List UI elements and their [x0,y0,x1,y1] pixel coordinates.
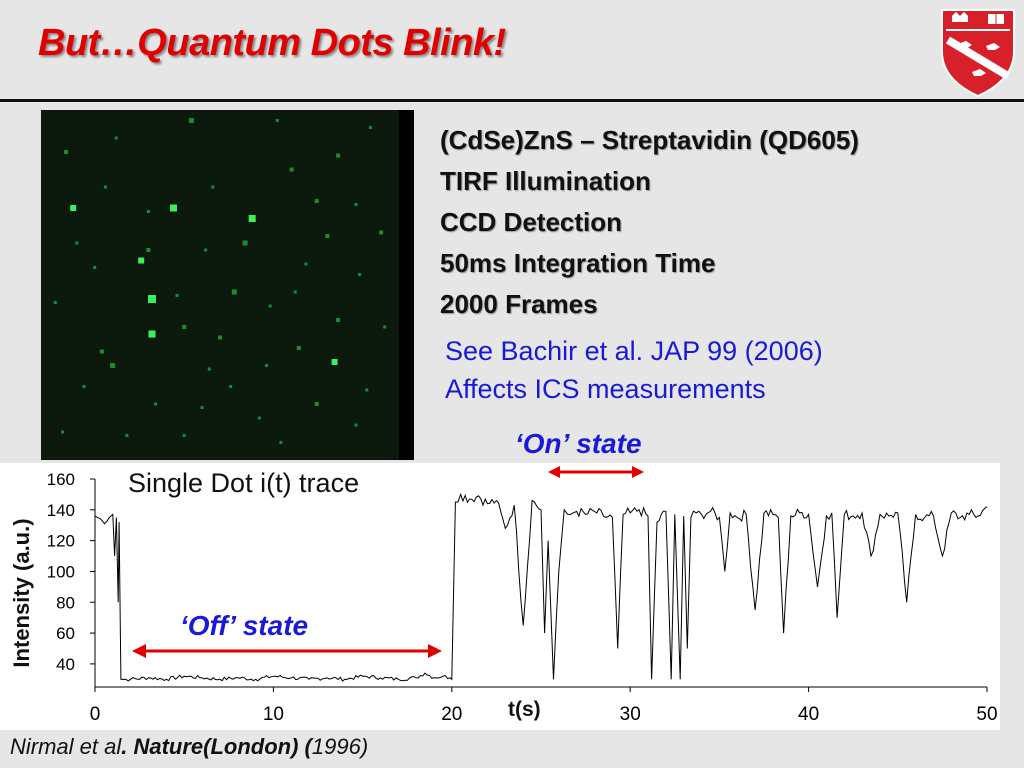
quantum-dot-spot [304,262,308,266]
on-state-arrow [548,466,644,478]
y-tick-label: 160 [47,470,75,489]
quantum-dot-spot [114,136,118,140]
quantum-dot-spot [75,241,79,245]
quantum-dot-spot [93,266,97,269]
on-state-label: ‘On’ state [515,428,642,459]
quantum-dot-spot [293,290,297,294]
quantum-dot-spot [296,346,301,350]
quantum-dot-spot [379,230,384,235]
quantum-dot-spot [64,150,69,154]
quantum-dot-spots [53,118,387,444]
quantum-dot-spot [218,335,222,340]
reference-line: See Bachir et al. JAP 99 (2006) [445,336,823,366]
y-tick-label: 120 [47,532,75,551]
x-tick-label: 40 [798,704,819,725]
quantum-dot-spot [53,301,57,304]
y-axis-label: Intensity (a.u.) [9,518,34,668]
citation-journal: . Nature(London) ( [121,734,312,759]
quantum-dot-spot [279,441,283,444]
quantum-dot-spot [103,185,107,189]
citation: Nirmal et al. Nature(London) (1996) [10,734,368,760]
experiment-details: (CdSe)ZnS – Streptavidin (QD605) TIRF Il… [440,120,859,325]
reference-line: Affects ICS measurements [445,374,766,404]
quantum-dot-spot [265,364,268,367]
quantum-dot-spot [275,119,279,122]
quantum-dot-spot [182,434,186,437]
detail-line: 2000 Frames [440,289,598,319]
quantum-dot-spot [257,416,261,420]
university-crest-logo [941,9,1015,98]
detail-line: (CdSe)ZnS – Streptavidin (QD605) [440,125,859,155]
quantum-dot-spot [125,434,129,437]
quantum-dot-spot [207,367,211,371]
quantum-dot-spot [148,330,156,338]
quantum-dot-spot [211,185,215,189]
x-tick-label: 30 [620,704,641,725]
quantum-dot-spot [289,167,294,172]
intensity-trace-line [94,492,988,682]
quantum-dot-spot [336,153,341,158]
quantum-dot-spot [229,385,233,388]
detail-line: 50ms Integration Time [440,248,716,278]
quantum-dot-spot [331,359,338,365]
quantum-dot-spot [242,240,248,246]
quantum-dot-spot [200,406,204,409]
quantum-dot-spot [204,248,208,252]
quantum-dot-spot [146,248,151,252]
quantum-dot-spot [354,423,358,427]
quantum-dot-spot [365,388,369,392]
x-tick-label: 0 [90,704,101,725]
quantum-dot-spot [170,204,177,212]
y-tick-label: 80 [56,593,75,612]
quantum-dot-spot [336,318,341,322]
y-tick-label: 40 [56,655,75,674]
state-arrows [132,466,644,658]
intensity-trace-chart: 40 60 80 100 120 140 160 0 10 20 30 40 50 [47,466,998,725]
quantum-dot-spot [248,215,256,222]
x-tick-label: 10 [263,704,284,725]
quantum-dot-spot [146,210,150,213]
quantum-dot-spot [325,234,330,238]
y-tick-label: 60 [56,624,75,643]
detail-line: CCD Detection [440,207,623,237]
quantum-dot-spot [354,203,358,206]
quantum-dot-spot [82,385,86,388]
quantum-dot-spot [61,430,64,434]
quantum-dot-spot [314,199,319,203]
quantum-dot-spot [358,273,362,276]
quantum-dot-spot [154,402,158,406]
quantum-dot-spot [231,289,237,295]
quantum-dot-spot [314,402,319,406]
quantum-dot-spot [175,294,179,297]
quantum-dot-spot [138,257,145,264]
x-tick-label: 20 [441,704,462,725]
quantum-dot-spot [368,126,372,129]
quantum-dot-spot [148,295,156,303]
chart-axes: 40 60 80 100 120 140 160 0 10 20 30 40 50 [47,470,998,725]
quantum-dot-spot [383,325,387,329]
quantum-dot-spot [99,349,104,354]
citation-authors: Nirmal et al [10,734,122,759]
quantum-dot-spot [70,205,77,211]
quantum-dot-spot [268,304,272,308]
off-state-arrow [132,644,442,658]
detail-line: TIRF Illumination [440,166,651,196]
chart-title: Single Dot i(t) trace [128,468,360,499]
y-tick-label: 140 [47,501,75,520]
quantum-dot-spot [188,118,194,123]
quantum-dot-spot [110,363,116,368]
x-tick-label: 50 [976,704,997,725]
slide-title: But…Quantum Dots Blink! [38,22,506,64]
reference-notes: See Bachir et al. JAP 99 (2006) Affects … [445,332,823,408]
off-state-label: ‘Off’ state [180,610,309,641]
quantum-dot-spot [182,325,187,329]
title-divider [0,99,1024,102]
x-axis-label: t(s) [508,698,541,721]
citation-year: 1996) [311,734,369,759]
microscopy-image [41,110,414,460]
y-tick-label: 100 [47,562,75,581]
